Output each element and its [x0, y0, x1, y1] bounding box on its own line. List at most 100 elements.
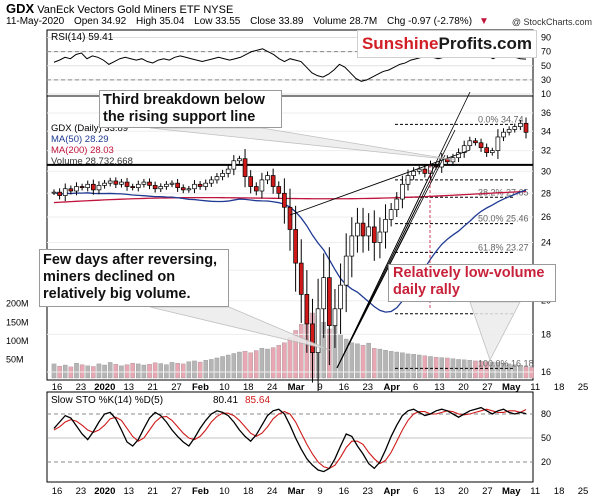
annotation-right: Relatively low-volume daily rally [388, 264, 556, 302]
volume-bar [512, 364, 518, 379]
rsi-tick-label: 10 [541, 89, 551, 99]
volume-bar [152, 362, 158, 379]
volume-bar [147, 364, 152, 379]
volume-bar [225, 354, 231, 379]
candle-body [124, 181, 130, 187]
candle-body [102, 182, 107, 186]
candle-body [304, 294, 310, 325]
volume-bar [383, 349, 388, 379]
candle-body [68, 188, 74, 192]
candle-body [79, 186, 85, 188]
candle-body [473, 140, 478, 144]
stochastic-x-tick-label: 16 [52, 486, 63, 497]
price-x-tick-label: 23 [76, 382, 87, 393]
volume-bar [298, 323, 304, 379]
volume-bar [478, 361, 484, 379]
candle-body [158, 186, 164, 190]
rsi-tick-label: 90 [541, 33, 551, 43]
candle-body [400, 183, 405, 200]
chart-header: GDX VanEck Vectors Gold Miners ETF NYSE … [0, 0, 600, 30]
volume-bar [467, 360, 473, 379]
price-x-tick-label: May [502, 382, 521, 393]
volume-bar [473, 360, 478, 379]
volume-bar [130, 362, 135, 379]
fibonacci-label: 0.0% 34.74 [478, 114, 524, 124]
volume-bar [175, 362, 180, 379]
price-x-tick-label: 23 [363, 382, 374, 393]
candle-body [298, 262, 304, 295]
volume-bar [422, 355, 428, 379]
stochastic-tick-label: 80 [541, 409, 551, 419]
volume-bar [501, 362, 506, 379]
rsi-legend: RSI(14) 59.41 [51, 32, 114, 43]
volume-bar [388, 351, 394, 379]
candle-body [405, 175, 411, 185]
stochastic-k-value: 80.41 [213, 395, 238, 406]
price-tick-label: 34 [541, 126, 551, 136]
candle-body [512, 126, 518, 130]
price-x-tick-label: 20 [458, 382, 469, 393]
volume-bar [124, 364, 130, 379]
price-x-tick-label: 13 [434, 382, 445, 393]
stochastic-x-tick-label: 16 [339, 486, 350, 497]
price-x-tick-label: 24 [267, 382, 278, 393]
volume-bar [276, 345, 282, 379]
annotation-top: Third breakdown below the rising support… [99, 90, 282, 128]
volume-bar [355, 343, 360, 379]
volume-tick-label: 50M [6, 354, 24, 364]
volume-bar [394, 351, 400, 379]
candle-body [197, 183, 203, 187]
copyright: @ StockCharts.com [511, 17, 592, 27]
volume-bar [484, 361, 489, 379]
candle-body [371, 226, 377, 243]
candle-body [231, 160, 237, 170]
candle-body [327, 277, 332, 326]
price-tick-label: 32 [541, 146, 551, 156]
candle-body [265, 175, 270, 181]
quote-change: Chg -0.97 (-2.78%) [386, 16, 473, 27]
ticker: GDX [6, 1, 35, 16]
volume-bar [197, 361, 203, 379]
stochastic-x-tick-label: 18 [554, 486, 565, 497]
volume-bar [349, 342, 355, 379]
fibonacci-label: 61.8% 23.27 [478, 242, 529, 252]
price-tick-label: 16 [541, 367, 551, 377]
volume-bar [366, 342, 371, 379]
candle-body [523, 122, 529, 133]
price-tick-label: 24 [541, 238, 551, 248]
stochastic-x-tick-label: 13 [123, 486, 134, 497]
volume-bar [259, 348, 265, 379]
volume-bar [220, 356, 225, 379]
exchange: NYSE [203, 4, 234, 16]
candle-body [388, 209, 394, 220]
callout-pointer-top [149, 127, 456, 161]
stochastic-x-tick-label: 2020 [94, 486, 115, 497]
logo-part-profits: Profits.com [438, 34, 533, 53]
stochastic-x-tick-label: 9 [317, 486, 322, 497]
candle-body [175, 182, 180, 188]
stochastic-x-tick-label: Apr [384, 486, 401, 497]
callout-pointer-right [469, 301, 521, 362]
price-x-tick-label: 16 [52, 382, 63, 393]
candle-body [484, 147, 489, 153]
quote-volume: Volume 28.7M [313, 16, 378, 27]
fibonacci-label: 50.0% 25.46 [478, 214, 529, 224]
price-x-tick-label: 27 [171, 382, 182, 393]
volume-bar [411, 354, 416, 379]
volume-bar [242, 351, 248, 379]
volume-legend: Volume 28,732,668 [51, 156, 133, 167]
rising-support-line [289, 149, 471, 216]
rsi-tick-label: 50 [541, 61, 551, 71]
volume-bar [343, 338, 349, 379]
candle-body [282, 192, 287, 208]
candle-body [203, 182, 209, 187]
quote-line: 11-May-2020 Open 34.92 High 35.04 Low 33… [6, 16, 496, 27]
volume-bar [416, 354, 422, 379]
candle-body [355, 222, 360, 237]
candle-body [293, 229, 298, 264]
candle-body [209, 179, 214, 184]
price-tick-label: 36 [541, 108, 551, 118]
stochastic-x-tick-label: 23 [363, 486, 374, 497]
price-x-tick-label: 18 [554, 382, 565, 393]
volume-bar [74, 362, 79, 379]
